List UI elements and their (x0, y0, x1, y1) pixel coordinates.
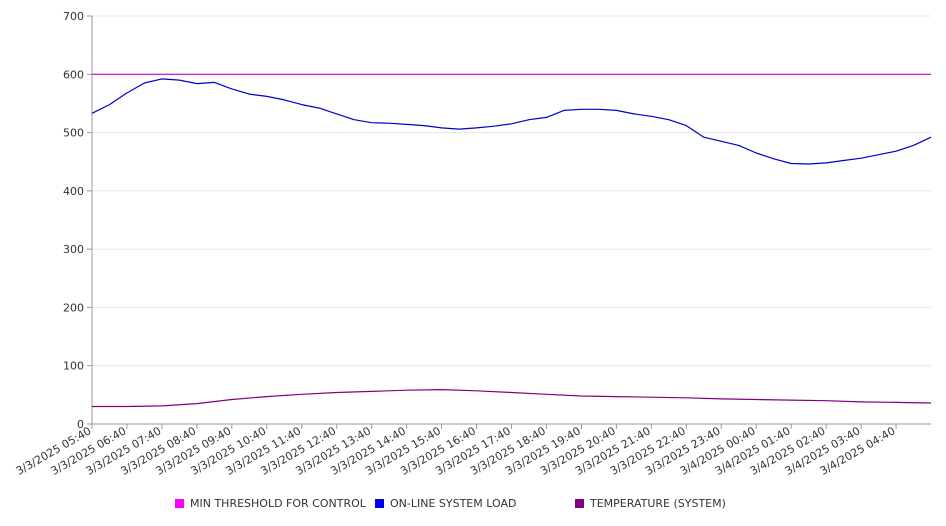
data-point-on-line-system-load (615, 109, 618, 112)
y-tick-label: 700 (63, 10, 84, 23)
data-point-on-line-system-load (248, 93, 251, 96)
data-point-on-line-system-load (528, 118, 531, 121)
data-point-temperature-system (545, 393, 548, 396)
y-tick-label: 200 (63, 301, 84, 314)
y-tick-label: 600 (63, 68, 84, 81)
data-point-on-line-system-load (493, 125, 496, 128)
data-point-temperature-system (755, 398, 758, 401)
data-point-min-threshold-for-control (91, 73, 94, 76)
data-point-temperature-system (195, 402, 198, 405)
data-point-on-line-system-load (143, 82, 146, 85)
data-point-on-line-system-load (265, 95, 268, 98)
data-point-temperature-system (405, 389, 408, 392)
data-point-on-line-system-load (510, 122, 513, 125)
data-point-on-line-system-load (370, 121, 373, 124)
y-tick-label: 0 (77, 418, 84, 431)
data-point-on-line-system-load (353, 118, 356, 121)
data-point-on-line-system-load (895, 150, 898, 153)
data-point-on-line-system-load (335, 112, 338, 115)
data-point-on-line-system-load (108, 103, 111, 106)
data-point-on-line-system-load (825, 161, 828, 164)
legend-label-temperature: TEMPERATURE (SYSTEM) (590, 497, 726, 510)
legend-item-temperature[interactable]: TEMPERATURE (SYSTEM) (575, 497, 726, 510)
data-point-temperature-system (825, 399, 828, 402)
data-point-temperature-system (790, 399, 793, 402)
data-point-on-line-system-load (807, 163, 810, 166)
legend-item-min-threshold[interactable]: MIN THRESHOLD FOR CONTROL (175, 497, 366, 510)
legend-swatch-online-system-load (375, 499, 384, 508)
data-point-temperature-system (300, 393, 303, 396)
series-line-temperature-system (92, 389, 932, 408)
data-point-temperature-system (615, 395, 618, 398)
data-point-on-line-system-load (283, 98, 286, 101)
data-point-on-line-system-load (91, 112, 94, 115)
y-tick-label: 500 (63, 127, 84, 140)
data-point-on-line-system-load (737, 144, 740, 147)
data-point-temperature-system (860, 400, 863, 403)
data-point-temperature-system (895, 401, 898, 404)
data-point-on-line-system-load (195, 82, 198, 85)
data-point-temperature-system (265, 395, 268, 398)
chart-legend: MIN THRESHOLD FOR CONTROL ON-LINE SYSTEM… (0, 497, 946, 515)
data-point-on-line-system-load (580, 108, 583, 111)
data-point-on-line-system-load (388, 122, 391, 125)
data-point-temperature-system (720, 397, 723, 400)
data-point-on-line-system-load (702, 136, 705, 139)
data-point-temperature-system (650, 396, 653, 399)
data-point-temperature-system (440, 388, 443, 391)
series-line-on-line-system-load (91, 78, 932, 165)
legend-swatch-min-threshold (175, 499, 184, 508)
legend-item-online-system-load[interactable]: ON-LINE SYSTEM LOAD (375, 497, 516, 510)
data-point-temperature-system (370, 390, 373, 393)
legend-label-min-threshold: MIN THRESHOLD FOR CONTROL (190, 497, 366, 510)
data-point-on-line-system-load (860, 157, 863, 160)
data-point-on-line-system-load (458, 128, 461, 131)
data-point-on-line-system-load (318, 107, 321, 110)
data-point-on-line-system-load (755, 152, 758, 155)
data-point-on-line-system-load (405, 123, 408, 126)
y-tick-label: 300 (63, 243, 84, 256)
data-point-temperature-system (510, 391, 513, 394)
data-point-on-line-system-load (597, 108, 600, 111)
data-point-on-line-system-load (300, 103, 303, 106)
data-point-on-line-system-load (912, 144, 915, 147)
data-point-temperature-system (475, 389, 478, 392)
data-point-temperature-system (685, 396, 688, 399)
data-point-on-line-system-load (545, 116, 548, 119)
data-point-min-threshold-for-control (930, 73, 933, 76)
data-point-on-line-system-load (632, 112, 635, 115)
data-point-on-line-system-load (213, 81, 216, 84)
legend-swatch-temperature (575, 499, 584, 508)
data-point-temperature-system (230, 398, 233, 401)
legend-label-online-system-load: ON-LINE SYSTEM LOAD (390, 497, 517, 510)
data-point-on-line-system-load (562, 109, 565, 112)
data-point-on-line-system-load (842, 159, 845, 162)
data-point-on-line-system-load (877, 153, 880, 156)
data-point-on-line-system-load (440, 126, 443, 129)
data-point-on-line-system-load (126, 91, 129, 94)
data-point-on-line-system-load (230, 87, 233, 90)
data-point-temperature-system (335, 391, 338, 394)
data-point-temperature-system (126, 405, 129, 408)
data-point-on-line-system-load (685, 124, 688, 127)
data-point-on-line-system-load (423, 124, 426, 127)
data-point-on-line-system-load (178, 79, 181, 82)
data-point-on-line-system-load (160, 77, 163, 80)
data-point-on-line-system-load (650, 115, 653, 118)
data-point-temperature-system (160, 404, 163, 407)
data-point-temperature-system (91, 405, 94, 408)
data-point-on-line-system-load (790, 162, 793, 165)
data-point-on-line-system-load (930, 136, 933, 139)
data-point-temperature-system (930, 402, 933, 405)
data-point-on-line-system-load (772, 157, 775, 160)
data-point-on-line-system-load (475, 126, 478, 129)
data-point-on-line-system-load (667, 118, 670, 121)
y-tick-label: 400 (63, 185, 84, 198)
data-point-temperature-system (580, 395, 583, 398)
y-tick-label: 100 (63, 360, 84, 373)
data-point-on-line-system-load (720, 140, 723, 143)
